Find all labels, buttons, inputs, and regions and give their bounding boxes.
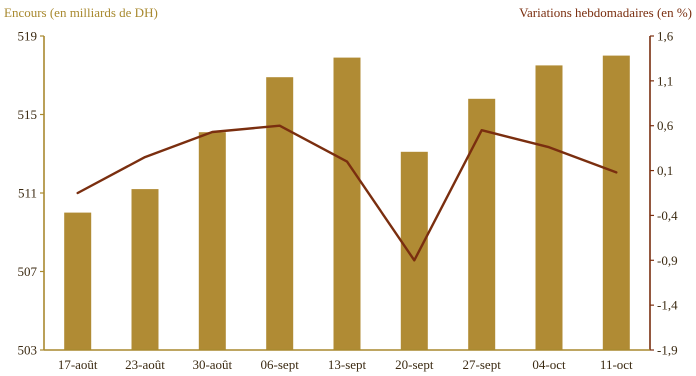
axes: 503 507 511 515 519 -1,9 -1,4 -0,9 -0,4 0,1 0,6 1,1… <box>18 29 679 373</box>
x-tick-label-4: 13-sept <box>328 357 367 372</box>
right-tick-label-1: -1,4 <box>657 298 678 313</box>
x-tick-label-0: 17-août <box>58 357 98 372</box>
bar-6 <box>468 98 496 350</box>
left-tick-label-4: 519 <box>18 29 38 44</box>
bar-1 <box>131 189 159 350</box>
bar-4 <box>333 57 361 350</box>
x-tick-label-5: 20-sept <box>395 357 434 372</box>
right-tick-label-7: 1,6 <box>657 29 674 44</box>
bar-8 <box>602 55 630 350</box>
bar-3 <box>266 77 294 350</box>
left-tick-label-1: 507 <box>18 264 38 279</box>
x-tick-label-6: 27-sept <box>463 357 502 372</box>
bar-5 <box>400 151 428 350</box>
right-tick-label-6: 1,1 <box>657 73 673 88</box>
bar-0 <box>64 212 92 350</box>
right-tick-label-4: 0,1 <box>657 163 673 178</box>
right-tick-label-0: -1,9 <box>657 343 678 358</box>
x-tick-label-3: 06-sept <box>261 357 300 372</box>
right-axis-title: Variations hebdomadaires (en %) <box>519 5 692 20</box>
line-series <box>76 124 618 262</box>
right-tick-label-2: -0,9 <box>657 253 678 268</box>
left-tick-label-3: 515 <box>18 107 38 122</box>
bar-2 <box>198 132 226 350</box>
left-axis-title: Encours (en milliards de DH) <box>4 5 158 20</box>
left-tick-label-0: 503 <box>18 343 38 358</box>
bar-7 <box>535 65 563 351</box>
x-tick-label-8: 11-oct <box>600 357 633 372</box>
x-tick-label-7: 04-oct <box>532 357 566 372</box>
x-tick-label-1: 23-août <box>125 357 165 372</box>
right-tick-label-3: -0,4 <box>657 208 678 223</box>
x-tick-label-2: 30-août <box>192 357 232 372</box>
bar-series <box>64 55 630 351</box>
right-tick-label-5: 0,6 <box>657 118 674 133</box>
left-tick-label-2: 511 <box>18 186 37 201</box>
